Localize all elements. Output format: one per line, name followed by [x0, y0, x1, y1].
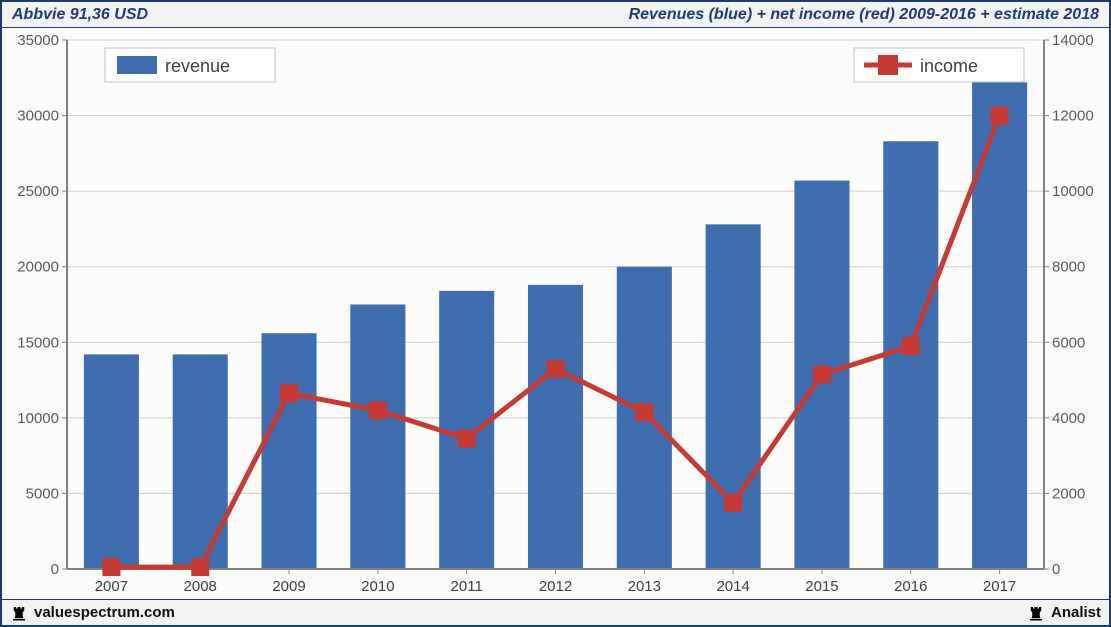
income-marker [903, 338, 919, 354]
income-marker [103, 559, 119, 575]
title-left: Abbvie 91,36 USD [12, 6, 148, 24]
legend-income-label: income [920, 56, 978, 76]
revenue-bar [706, 224, 761, 569]
y-left-tick: 20000 [17, 259, 59, 276]
income-marker [992, 108, 1008, 124]
y-left-tick: 5000 [26, 485, 59, 502]
combo-chart: 0 5000 10000 15000 20000 25000 30000 35000 0 2000… [2, 28, 1109, 599]
y-right-tick: 14000 [1052, 32, 1094, 49]
revenue-bar [972, 82, 1027, 569]
y-right-tick: 10000 [1052, 183, 1094, 200]
revenue-bar [350, 305, 405, 570]
y-left-tick: 30000 [17, 108, 59, 125]
y-left-tick: 0 [51, 561, 59, 578]
y-left-tick: 25000 [17, 183, 59, 200]
revenue-bar [528, 285, 583, 569]
income-marker [192, 559, 208, 575]
x-tick-label: 2011 [451, 578, 483, 595]
y-left-tick: 10000 [17, 410, 59, 427]
brand-right: Analist [1027, 604, 1101, 622]
y-right-tick: 12000 [1052, 108, 1094, 125]
y-right-tick: 4000 [1052, 410, 1085, 427]
income-marker [636, 404, 652, 420]
x-tick-label: 2007 [95, 578, 128, 595]
y-right-tick: 6000 [1052, 334, 1085, 351]
title-right: Revenues (blue) + net income (red) 2009-… [629, 6, 1099, 24]
brand-left: valuespectrum.com [10, 604, 175, 622]
legend-income-marker [879, 56, 897, 74]
income-marker [548, 361, 564, 377]
rook-icon [10, 604, 28, 622]
brand-right-text: Analist [1051, 604, 1101, 621]
brand-left-text: valuespectrum.com [34, 604, 175, 621]
chart-footer: valuespectrum.com Analist [2, 599, 1109, 625]
legend-revenue-label: revenue [165, 56, 230, 76]
revenue-bar [173, 354, 228, 569]
x-tick-label: 2017 [983, 578, 1016, 595]
x-tick-label: 2010 [361, 578, 394, 595]
x-tick-label: 2014 [716, 578, 749, 595]
chart-header: Abbvie 91,36 USD Revenues (blue) + net i… [2, 2, 1109, 28]
chart-frame: Abbvie 91,36 USD Revenues (blue) + net i… [0, 0, 1111, 627]
income-marker [725, 495, 741, 511]
revenue-bar [883, 141, 938, 569]
income-marker [281, 385, 297, 401]
x-tick-label: 2009 [272, 578, 305, 595]
legend-revenue-swatch [117, 56, 157, 74]
x-tick-label: 2016 [894, 578, 927, 595]
x-tick-label: 2013 [628, 578, 661, 595]
rook-icon [1027, 604, 1045, 622]
x-tick-label: 2008 [184, 578, 217, 595]
revenue-bar [262, 333, 317, 569]
income-marker [459, 431, 475, 447]
revenue-bar [84, 354, 139, 569]
y-right-tick: 2000 [1052, 485, 1085, 502]
y-left-tick: 35000 [17, 32, 59, 49]
y-right-tick: 8000 [1052, 259, 1085, 276]
y-left-tick: 15000 [17, 334, 59, 351]
x-tick-label: 2015 [805, 578, 838, 595]
y-right-tick: 0 [1052, 561, 1060, 578]
income-marker [814, 366, 830, 382]
income-marker [370, 402, 386, 418]
x-tick-label: 2012 [539, 578, 572, 595]
